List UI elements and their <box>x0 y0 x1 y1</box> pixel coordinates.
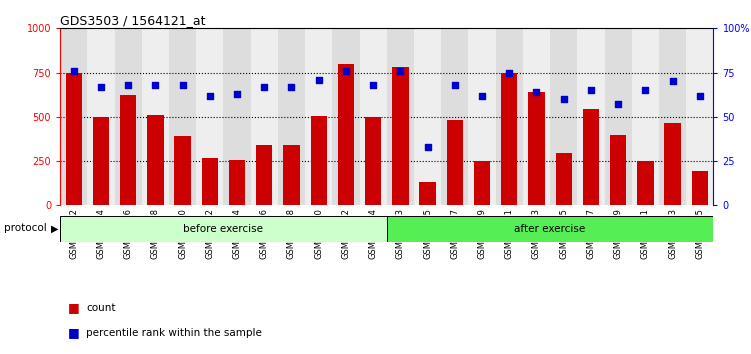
Point <box>204 93 216 98</box>
Bar <box>283 145 300 205</box>
Bar <box>142 28 169 205</box>
Point <box>449 82 461 88</box>
Bar <box>387 28 414 205</box>
Bar <box>441 28 469 205</box>
Bar <box>637 161 653 205</box>
Bar <box>556 153 572 205</box>
Text: count: count <box>86 303 116 313</box>
Bar <box>419 182 436 205</box>
Bar <box>114 28 142 205</box>
Bar <box>665 123 680 205</box>
Point <box>231 91 243 97</box>
Bar <box>659 28 686 205</box>
Bar <box>686 28 713 205</box>
Bar <box>332 28 360 205</box>
Bar <box>251 28 278 205</box>
Point <box>340 68 352 74</box>
Bar <box>65 73 82 205</box>
Point <box>312 77 324 82</box>
Point <box>176 82 189 88</box>
Point <box>558 96 570 102</box>
Text: ■: ■ <box>68 326 80 339</box>
Bar <box>474 161 490 205</box>
Point <box>694 93 706 98</box>
Point <box>530 89 542 95</box>
Bar <box>447 120 463 205</box>
Bar <box>196 28 224 205</box>
Bar <box>278 28 305 205</box>
Bar <box>60 216 387 242</box>
Bar <box>360 28 387 205</box>
Bar <box>87 28 114 205</box>
Bar <box>523 28 550 205</box>
Bar <box>338 64 354 205</box>
Point <box>667 79 679 84</box>
Bar <box>365 117 382 205</box>
Point <box>612 102 624 107</box>
Bar <box>605 28 632 205</box>
Bar <box>469 28 496 205</box>
Bar <box>632 28 659 205</box>
Bar <box>60 28 87 205</box>
Point <box>421 144 433 150</box>
Bar <box>501 73 517 205</box>
Bar <box>550 28 578 205</box>
Bar <box>496 28 523 205</box>
Bar <box>256 145 273 205</box>
Text: before exercise: before exercise <box>183 224 264 234</box>
Point <box>394 68 406 74</box>
Text: ■: ■ <box>68 302 80 314</box>
Bar <box>692 171 708 205</box>
Bar <box>229 160 245 205</box>
Bar <box>174 136 191 205</box>
Point <box>68 68 80 74</box>
Text: percentile rank within the sample: percentile rank within the sample <box>86 328 262 338</box>
Point <box>285 84 297 90</box>
Text: GDS3503 / 1564121_at: GDS3503 / 1564121_at <box>60 14 206 27</box>
Bar <box>120 95 136 205</box>
Point <box>367 82 379 88</box>
Point <box>95 84 107 90</box>
Point <box>122 82 134 88</box>
Point <box>585 87 597 93</box>
Point <box>476 93 488 98</box>
Point <box>503 70 515 75</box>
Bar <box>414 28 441 205</box>
Bar <box>311 116 327 205</box>
Bar <box>610 135 626 205</box>
Bar <box>583 109 599 205</box>
Text: after exercise: after exercise <box>514 224 586 234</box>
Point <box>639 87 651 93</box>
Text: ▶: ▶ <box>51 223 59 233</box>
Text: protocol: protocol <box>4 223 47 233</box>
Point <box>258 84 270 90</box>
Bar <box>529 92 544 205</box>
Bar <box>305 28 332 205</box>
Bar <box>387 216 713 242</box>
Bar <box>224 28 251 205</box>
Bar <box>147 115 164 205</box>
Bar <box>93 117 109 205</box>
Bar <box>578 28 605 205</box>
Point <box>149 82 161 88</box>
Bar <box>392 67 409 205</box>
Bar <box>169 28 196 205</box>
Bar <box>201 159 218 205</box>
